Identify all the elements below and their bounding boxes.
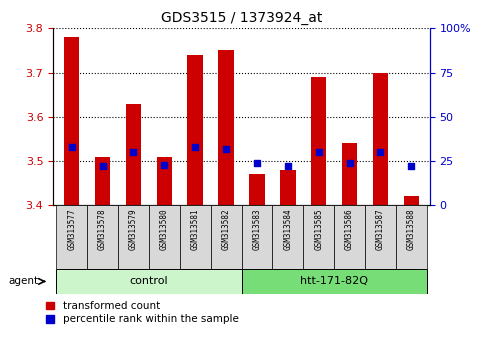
Text: control: control bbox=[129, 276, 168, 286]
Point bbox=[408, 164, 415, 169]
Bar bbox=[126, 103, 141, 205]
Bar bbox=[280, 170, 296, 205]
Text: agent: agent bbox=[8, 276, 38, 286]
Point bbox=[99, 164, 106, 169]
Point bbox=[129, 149, 137, 155]
Bar bbox=[303, 205, 334, 269]
Point bbox=[253, 160, 261, 166]
Point bbox=[346, 160, 354, 166]
Text: GSM313585: GSM313585 bbox=[314, 209, 323, 250]
Bar bbox=[187, 55, 203, 205]
Bar bbox=[272, 205, 303, 269]
Bar bbox=[56, 205, 87, 269]
Bar bbox=[64, 37, 79, 205]
Point bbox=[68, 144, 75, 150]
Text: GSM313581: GSM313581 bbox=[191, 209, 199, 250]
Legend: transformed count, percentile rank within the sample: transformed count, percentile rank withi… bbox=[44, 299, 241, 326]
Bar bbox=[396, 205, 427, 269]
Text: GSM313588: GSM313588 bbox=[407, 209, 416, 250]
Point bbox=[160, 162, 168, 167]
Point bbox=[315, 149, 323, 155]
Text: htt-171-82Q: htt-171-82Q bbox=[300, 276, 368, 286]
Bar bbox=[404, 196, 419, 205]
Bar bbox=[334, 205, 365, 269]
Text: GSM313587: GSM313587 bbox=[376, 209, 385, 250]
Bar bbox=[118, 205, 149, 269]
Bar bbox=[242, 205, 272, 269]
Bar bbox=[211, 205, 242, 269]
Bar bbox=[218, 50, 234, 205]
Text: GSM313577: GSM313577 bbox=[67, 209, 76, 250]
Bar bbox=[149, 205, 180, 269]
Point bbox=[191, 144, 199, 150]
Bar bbox=[373, 73, 388, 205]
Text: GSM313580: GSM313580 bbox=[160, 209, 169, 250]
Bar bbox=[342, 143, 357, 205]
Point bbox=[377, 149, 384, 155]
Bar bbox=[365, 205, 396, 269]
Bar bbox=[249, 174, 265, 205]
FancyBboxPatch shape bbox=[56, 269, 242, 294]
Point bbox=[222, 146, 230, 152]
FancyBboxPatch shape bbox=[242, 269, 427, 294]
Bar bbox=[95, 156, 110, 205]
Text: GSM313579: GSM313579 bbox=[129, 209, 138, 250]
Bar bbox=[87, 205, 118, 269]
Title: GDS3515 / 1373924_at: GDS3515 / 1373924_at bbox=[161, 11, 322, 24]
Text: GSM313586: GSM313586 bbox=[345, 209, 354, 250]
Bar bbox=[180, 205, 211, 269]
Text: GSM313582: GSM313582 bbox=[222, 209, 230, 250]
Text: GSM313578: GSM313578 bbox=[98, 209, 107, 250]
Bar bbox=[156, 156, 172, 205]
Text: GSM313583: GSM313583 bbox=[253, 209, 261, 250]
Point bbox=[284, 164, 292, 169]
Text: GSM313584: GSM313584 bbox=[284, 209, 292, 250]
Bar bbox=[311, 77, 327, 205]
